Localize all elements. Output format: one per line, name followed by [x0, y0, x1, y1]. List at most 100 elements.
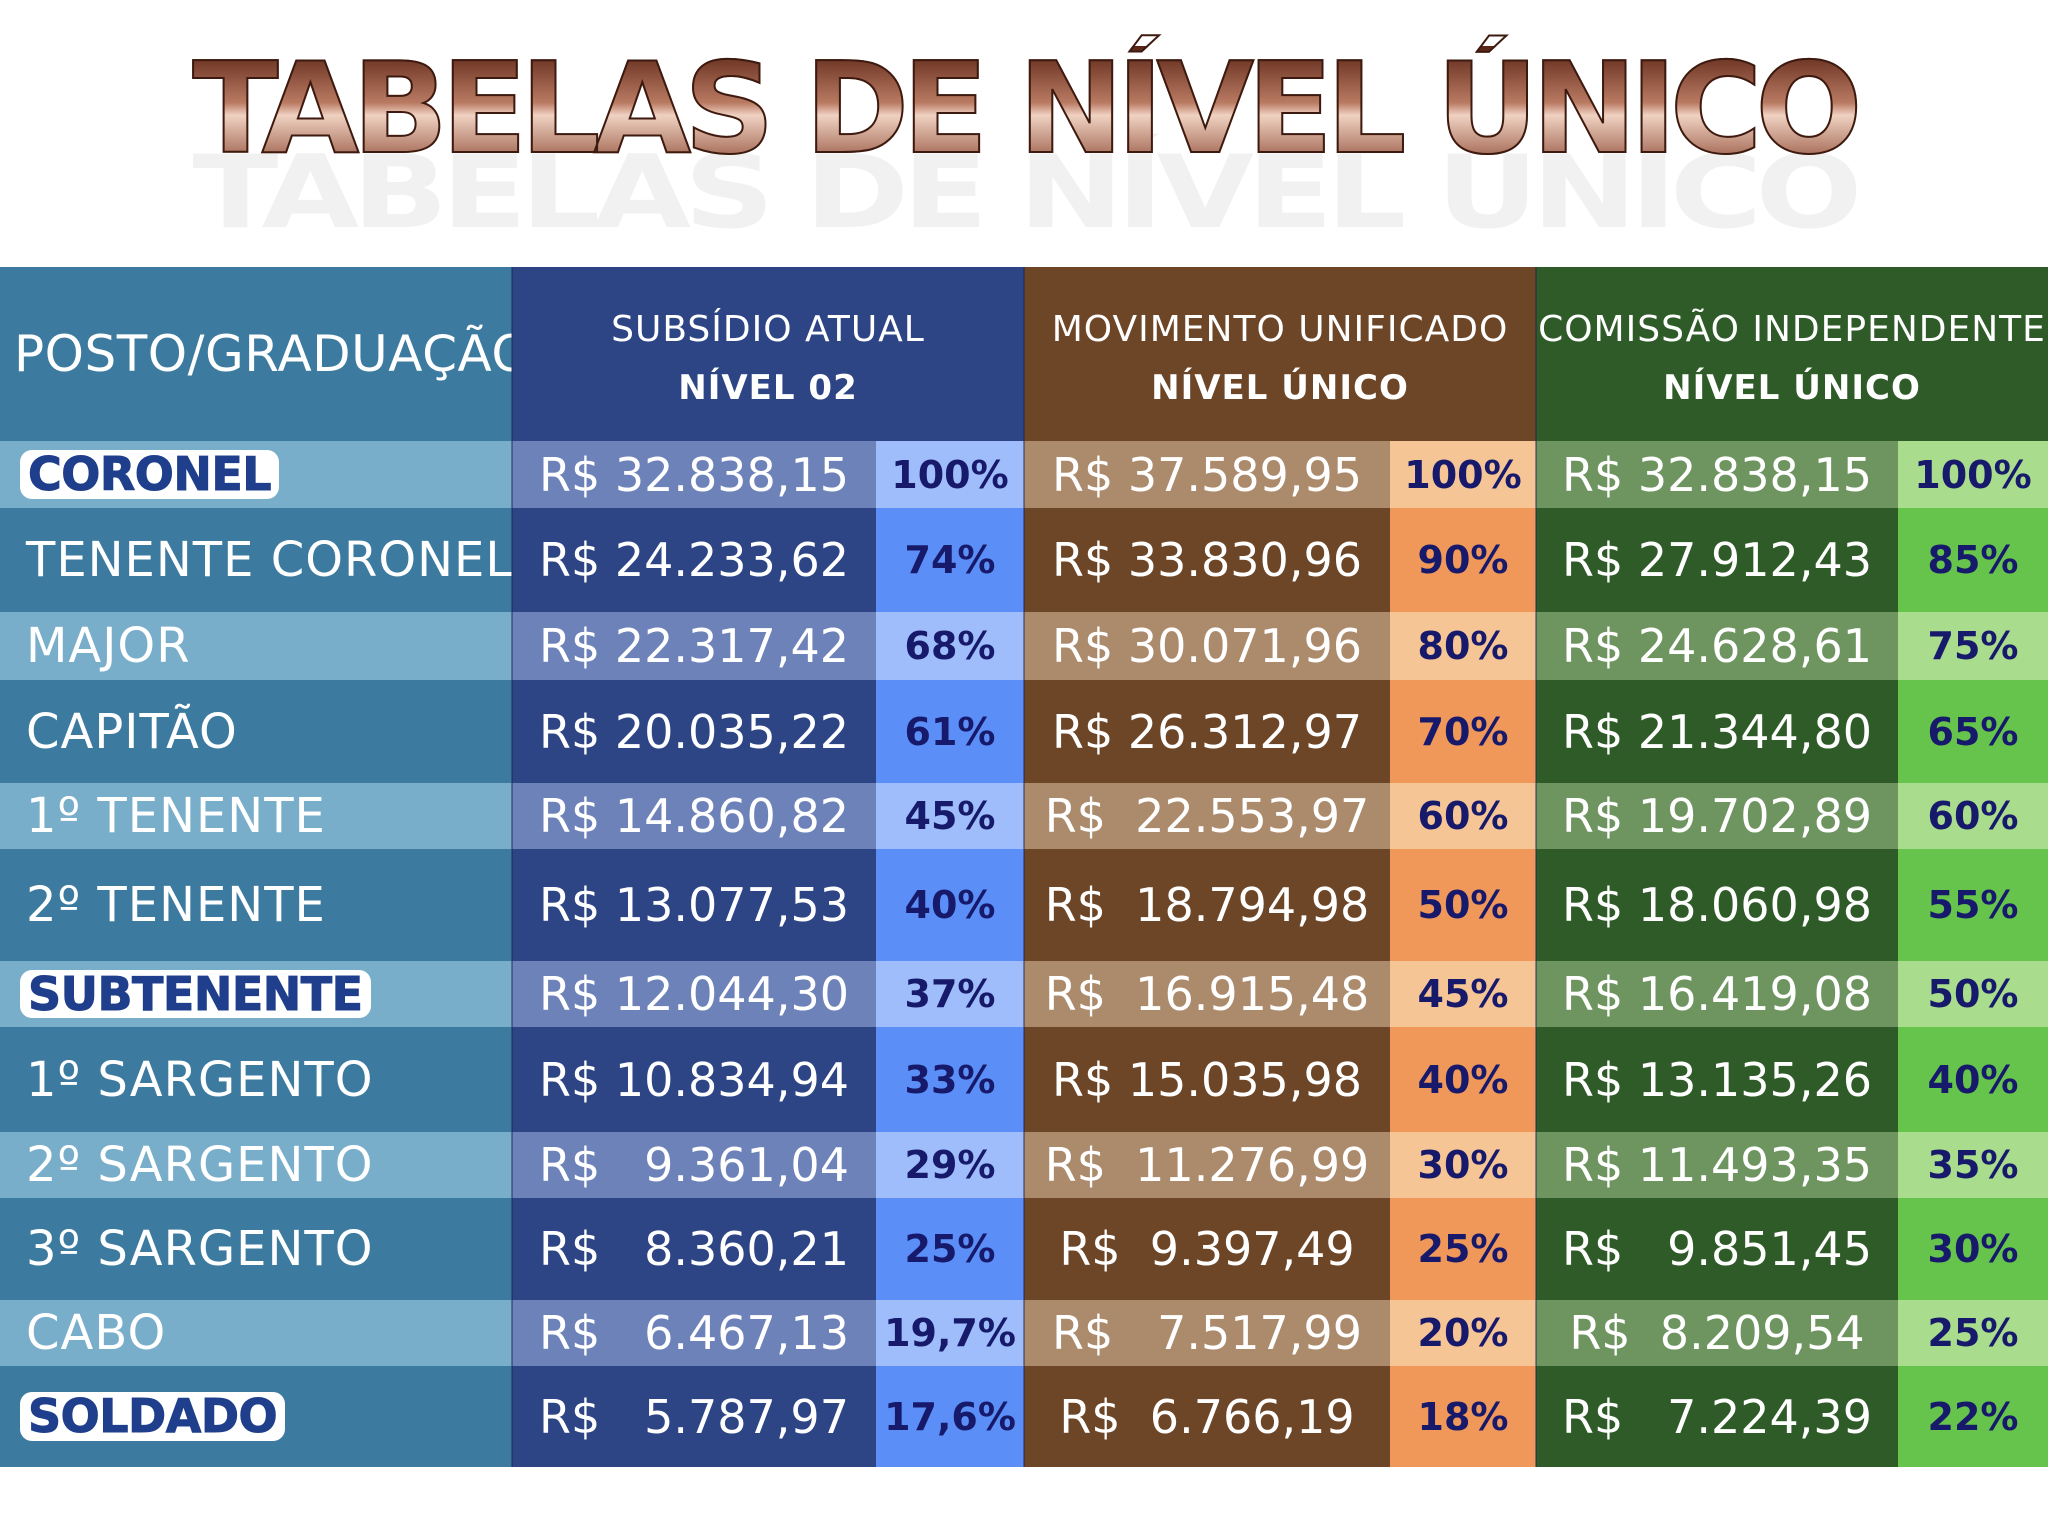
comissao-independente-value-text: R$ 18.060,98	[1562, 878, 1872, 932]
movimento-unificado-value: R$ 9.397,49	[1024, 1198, 1390, 1300]
movimento-unificado-value-text: R$ 6.766,19	[1059, 1389, 1355, 1444]
subsidio-atual-percent: 17,6%	[876, 1366, 1024, 1467]
header-col2-line2: NÍVEL ÚNICO	[1151, 367, 1409, 408]
subsidio-atual-value: R$ 6.467,13	[512, 1300, 876, 1366]
movimento-unificado-percent-text: 70%	[1417, 709, 1509, 754]
comissao-independente-percent: 100%	[1898, 441, 2048, 508]
movimento-unificado-percent: 80%	[1390, 612, 1536, 680]
posto-cell: 3º SARGENTO	[0, 1198, 512, 1300]
movimento-unificado-value-text: R$ 18.794,98	[1044, 878, 1370, 932]
subsidio-atual-percent-text: 74%	[904, 538, 996, 582]
movimento-unificado-percent-text: 40%	[1417, 1057, 1509, 1102]
comissao-independente-percent: 85%	[1898, 508, 2048, 612]
comissao-independente-percent-text: 60%	[1927, 794, 2019, 838]
header-col2-line1: MOVIMENTO UNIFICADO	[1051, 308, 1509, 350]
movimento-unificado-value-text: R$ 15.035,98	[1052, 1052, 1362, 1107]
comissao-independente-percent-text: 40%	[1927, 1057, 2019, 1102]
table-row: 3º SARGENTO R$ 8.360,21 25% R$ 9.397,49 25% R…	[0, 1198, 2048, 1300]
comissao-independente-percent: 50%	[1898, 961, 2048, 1027]
table-row: MAJOR R$ 22.317,42 68% R$ 30.071,96 80% R$ 24…	[0, 612, 2048, 680]
movimento-unificado-percent: 30%	[1390, 1132, 1536, 1198]
subsidio-atual-percent-text: 40%	[904, 883, 996, 927]
subsidio-atual-percent: 61%	[876, 680, 1024, 783]
movimento-unificado-percent-text: 45%	[1417, 972, 1509, 1016]
subsidio-atual-percent: 25%	[876, 1198, 1024, 1300]
comissao-independente-percent-text: 22%	[1927, 1394, 2019, 1439]
table-row: CABO R$ 6.467,13 19,7% R$ 7.517,99 20% R$ 8.2…	[0, 1300, 2048, 1366]
header-comissao-independente: COMISSÃO INDEPENDENTE NÍVEL ÚNICO	[1536, 267, 2048, 441]
comissao-independente-value-text: R$ 13.135,26	[1562, 1052, 1872, 1107]
posto-cell: 2º TENENTE	[0, 849, 512, 961]
subsidio-atual-value: R$ 20.035,22	[512, 680, 876, 783]
comissao-independente-percent: 25%	[1898, 1300, 2048, 1366]
comissao-independente-value: R$ 13.135,26	[1536, 1027, 1898, 1132]
posto-cell: SUBTENENTE	[0, 961, 512, 1027]
subsidio-atual-value: R$ 14.860,82	[512, 783, 876, 849]
comissao-independente-percent-text: 100%	[1914, 452, 2032, 497]
header-col3-line2: NÍVEL ÚNICO	[1663, 367, 1921, 408]
posto-cell: TENENTE CORONEL	[0, 508, 512, 612]
movimento-unificado-value-text: R$ 16.915,48	[1044, 967, 1370, 1021]
comissao-independente-percent-text: 30%	[1927, 1227, 2019, 1271]
movimento-unificado-value-text: R$ 26.312,97	[1052, 704, 1362, 759]
header-subsidio-atual: SUBSÍDIO ATUAL NÍVEL 02	[512, 267, 1024, 441]
subsidio-atual-percent-text: 33%	[904, 1057, 996, 1102]
table-row: 2º SARGENTO R$ 9.361,04 29% R$ 11.276,99 30%…	[0, 1132, 2048, 1198]
movimento-unificado-value-text: R$ 33.830,96	[1052, 533, 1362, 587]
subsidio-atual-value-text: R$ 24.233,62	[539, 533, 849, 587]
subsidio-atual-value-text: R$ 12.044,30	[539, 967, 849, 1021]
subsidio-atual-value-text: R$ 22.317,42	[539, 619, 849, 673]
movimento-unificado-value: R$ 33.830,96	[1024, 508, 1390, 612]
table-row: CAPITÃO R$ 20.035,22 61% R$ 26.312,97 70% R$ …	[0, 680, 2048, 783]
subsidio-atual-percent-text: 25%	[904, 1227, 996, 1271]
title-area: TABELAS DE NÍVEL ÚNICO TABELAS DE NÍVEL …	[0, 36, 2048, 276]
posto-cell: 1º TENENTE	[0, 783, 512, 849]
subsidio-atual-value-text: R$ 32.838,15	[539, 447, 849, 502]
table-row: SOLDADO R$ 5.787,97 17,6% R$ 6.766,19 18% R$ …	[0, 1366, 2048, 1467]
comissao-independente-percent-text: 75%	[1927, 624, 2019, 668]
movimento-unificado-percent: 70%	[1390, 680, 1536, 783]
movimento-unificado-percent-text: 20%	[1417, 1311, 1509, 1355]
comissao-independente-value-text: R$ 27.912,43	[1562, 533, 1872, 587]
column-divider	[511, 267, 513, 1467]
subsidio-atual-value-text: R$ 6.467,13	[539, 1306, 849, 1360]
comissao-independente-value: R$ 11.493,35	[1536, 1132, 1898, 1198]
comissao-independente-value: R$ 27.912,43	[1536, 508, 1898, 612]
subsidio-atual-value: R$ 32.838,15	[512, 441, 876, 508]
subsidio-atual-value: R$ 9.361,04	[512, 1132, 876, 1198]
comissao-independente-percent: 65%	[1898, 680, 2048, 783]
header-posto: POSTO/GRADUAÇÃO	[0, 267, 531, 441]
subsidio-atual-percent-text: 68%	[904, 624, 996, 668]
movimento-unificado-value: R$ 11.276,99	[1024, 1132, 1390, 1198]
comissao-independente-value: R$ 7.224,39	[1536, 1366, 1898, 1467]
comissao-independente-value-text: R$ 19.702,89	[1562, 789, 1872, 843]
movimento-unificado-percent-text: 50%	[1417, 883, 1509, 927]
movimento-unificado-percent: 90%	[1390, 508, 1536, 612]
subsidio-atual-value: R$ 5.787,97	[512, 1366, 876, 1467]
movimento-unificado-percent: 45%	[1390, 961, 1536, 1027]
movimento-unificado-value-text: R$ 11.276,99	[1044, 1138, 1370, 1192]
column-divider	[1023, 267, 1025, 1467]
subsidio-atual-percent: 37%	[876, 961, 1024, 1027]
comissao-independente-percent-text: 50%	[1927, 972, 2019, 1016]
comissao-independente-value-text: R$ 32.838,15	[1562, 447, 1872, 502]
comissao-independente-value-text: R$ 24.628,61	[1562, 619, 1872, 673]
comissao-independente-percent-text: 55%	[1927, 883, 2019, 927]
subsidio-atual-value: R$ 22.317,42	[512, 612, 876, 680]
header-col1-line1: SUBSÍDIO ATUAL	[611, 308, 925, 350]
movimento-unificado-value-text: R$ 9.397,49	[1059, 1222, 1355, 1276]
posto-cell: SOLDADO	[0, 1366, 512, 1467]
comissao-independente-percent: 40%	[1898, 1027, 2048, 1132]
posto-cell: MAJOR	[0, 612, 512, 680]
posto-cell-text: 1º SARGENTO	[26, 1051, 374, 1108]
movimento-unificado-value: R$ 7.517,99	[1024, 1300, 1390, 1366]
movimento-unificado-percent: 25%	[1390, 1198, 1536, 1300]
table-row: TENENTE CORONEL R$ 24.233,62 74% R$ 33.830,…	[0, 508, 2048, 612]
comissao-independente-value-text: R$ 8.209,54	[1569, 1306, 1865, 1360]
subsidio-atual-value: R$ 8.360,21	[512, 1198, 876, 1300]
comissao-independente-percent: 75%	[1898, 612, 2048, 680]
movimento-unificado-value: R$ 37.589,95	[1024, 441, 1390, 508]
movimento-unificado-value: R$ 15.035,98	[1024, 1027, 1390, 1132]
movimento-unificado-value-text: R$ 7.517,99	[1052, 1306, 1362, 1360]
comissao-independente-percent-text: 25%	[1927, 1311, 2019, 1355]
